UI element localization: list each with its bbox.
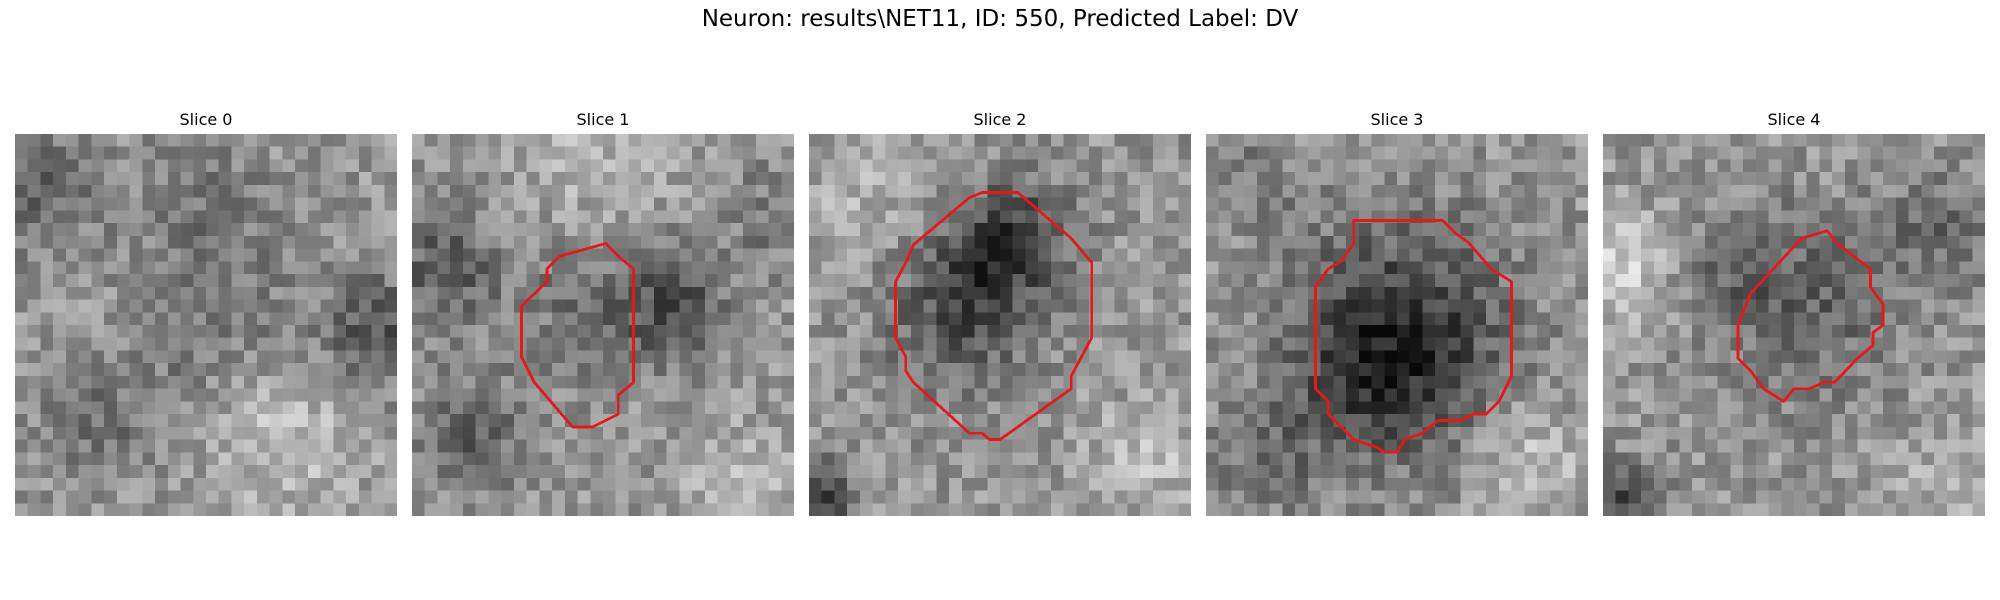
slice-panel-3: Slice 3	[1206, 108, 1588, 516]
slice-image	[1603, 134, 1985, 516]
slice-title: Slice 4	[1767, 110, 1821, 129]
slice-title: Slice 2	[973, 110, 1027, 129]
slice-title: Slice 0	[179, 110, 233, 129]
slice-panel-2: Slice 2	[809, 108, 1191, 516]
slice-image	[1206, 134, 1588, 516]
slice-title: Slice 3	[1370, 110, 1424, 129]
slice-panel-1: Slice 1	[412, 108, 794, 516]
slice-image	[15, 134, 397, 516]
slice-panel-0: Slice 0	[15, 108, 397, 516]
neuron-contour	[1736, 229, 1885, 403]
slice-title: Slice 1	[576, 110, 630, 129]
slice-panel-4: Slice 4	[1603, 108, 1985, 516]
neuron-contour	[894, 191, 1094, 442]
slice-image	[412, 134, 794, 516]
neuron-contour	[1314, 219, 1514, 454]
slice-image	[809, 134, 1191, 516]
neuron-contour	[520, 242, 635, 429]
figure-title: Neuron: results\NET11, ID: 550, Predicte…	[701, 6, 1299, 32]
